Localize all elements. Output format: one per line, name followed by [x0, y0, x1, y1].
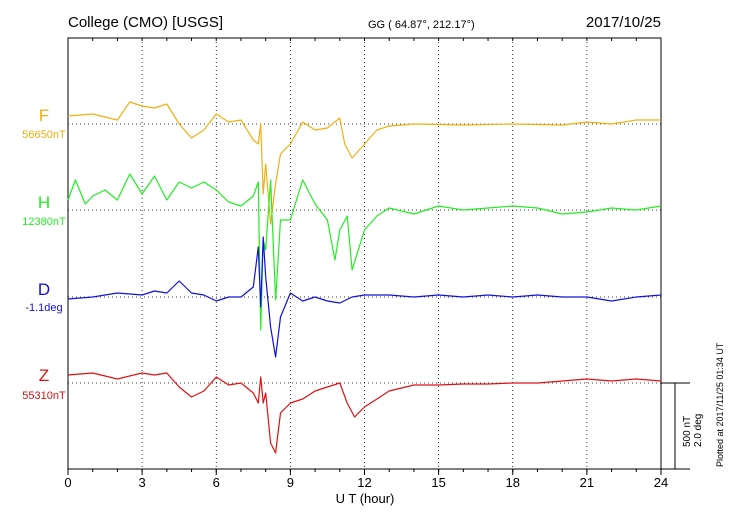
plotted-timestamp: Plotted at 2017/11/25 01:34 UT [715, 342, 725, 467]
component-labels: F 56650nT H 12380nT D -1.1deg Z 55310nT [22, 106, 66, 402]
station-coordinates: GG ( 64.87°, 212.17°) [368, 19, 475, 31]
component-label-d: D [38, 280, 50, 299]
scale-nt-label: 500 nT [682, 416, 693, 447]
x-tick-label: 6 [213, 475, 220, 490]
baseline-value-f: 56650nT [22, 129, 66, 141]
baseline-value-z: 55310nT [22, 390, 66, 402]
x-tick-label: 18 [506, 475, 520, 490]
x-tick-label: 9 [287, 475, 294, 490]
x-tick-label: 15 [431, 475, 445, 490]
baseline-value-d: -1.1deg [25, 302, 62, 314]
plot-date: 2017/10/25 [586, 14, 661, 31]
baselines [68, 123, 661, 384]
component-label-f: F [39, 106, 49, 125]
scale-deg-label: 2.0 deg [693, 414, 704, 447]
station-title: College (CMO) [USGS] [68, 14, 223, 31]
x-tick-label: 24 [654, 475, 668, 490]
trace-h [67, 173, 662, 331]
x-tick-label: 21 [580, 475, 594, 490]
x-axis-ticks: 0 3 6 9 12 15 18 21 24 [64, 38, 668, 490]
component-label-h: H [38, 193, 50, 212]
grid-lines [141, 38, 588, 469]
trace-z [67, 372, 662, 454]
component-label-z: Z [39, 366, 49, 385]
x-tick-label: 0 [64, 475, 71, 490]
x-tick-label: 12 [357, 475, 371, 490]
x-tick-label: 3 [139, 475, 146, 490]
trace-d [67, 236, 662, 358]
baseline-value-h: 12380nT [22, 216, 66, 228]
x-axis-title: U T (hour) [336, 491, 395, 506]
traces [67, 101, 662, 454]
trace-f [67, 101, 661, 225]
